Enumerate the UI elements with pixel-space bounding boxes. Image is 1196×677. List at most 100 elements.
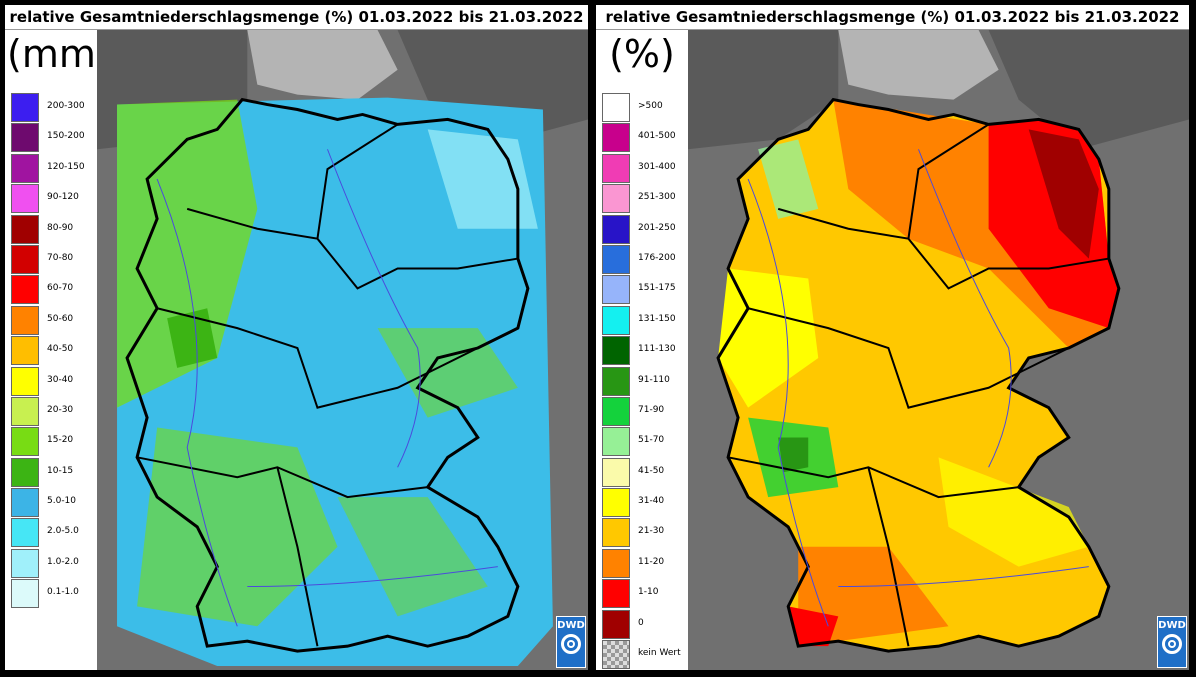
legend-label: 91-110 [638, 374, 670, 385]
state-border [186, 207, 519, 290]
legend-label: 30-40 [47, 374, 74, 385]
dwd-logo-text: DWD [1158, 620, 1186, 631]
precipitation-mm-panel: relative Gesamtniederschlagsmenge (%) 01… [3, 3, 590, 672]
precipitation-percent-panel: relative Gesamtniederschlagsmenge (%) 01… [594, 3, 1191, 672]
state-border [777, 207, 1110, 290]
legend-swatch [11, 336, 39, 366]
legend-label: 0.1-1.0 [47, 587, 79, 598]
state-border [907, 123, 990, 239]
sea-area [988, 30, 1189, 150]
legend-swatch [602, 93, 630, 122]
legend-swatch [602, 244, 630, 274]
legend-label: 0 [638, 617, 644, 628]
percent-field-lightgreen [758, 139, 819, 219]
legend: (mm) 200-300 150-200 120-150 90-120 80-90 70-… [5, 30, 111, 670]
map-germany-precipitation-percent: DWD [688, 30, 1189, 670]
legend-label: 301-400 [638, 161, 676, 172]
legend-label: 21-30 [638, 526, 665, 537]
legend-swatch [602, 275, 630, 305]
legend-swatch [602, 488, 630, 518]
map-svg [688, 30, 1189, 670]
state-border [156, 307, 479, 409]
legend-swatch [602, 336, 630, 366]
legend-swatch [11, 275, 39, 305]
germany-border [125, 97, 530, 653]
legend-swatch [11, 548, 39, 578]
dwd-logo-text: DWD [557, 620, 585, 631]
panel-title: relative Gesamtniederschlagsmenge (%) 01… [5, 5, 588, 30]
state-border [727, 456, 1019, 499]
legend-swatch [602, 579, 630, 609]
legend: (%) >500 401-500 301-400 251-300 201-250 176-… [596, 30, 688, 670]
legend-swatch [602, 548, 630, 578]
river [917, 149, 1012, 468]
legend-label: 5.0-10 [47, 496, 77, 507]
map-germany-precipitation-mm: DWD [97, 30, 588, 670]
legend-label: 11-20 [638, 556, 665, 567]
legend-swatch [11, 244, 39, 274]
legend-swatch [602, 366, 630, 396]
percent-field-darkgreen [778, 437, 809, 473]
legend-swatch [11, 427, 39, 457]
state-border [867, 467, 910, 647]
legend-swatch [11, 214, 39, 244]
germany-border [716, 97, 1121, 653]
legend-swatch [602, 427, 630, 457]
legend-swatch [602, 153, 630, 183]
precip-field-green [137, 427, 338, 627]
percent-field-red [788, 606, 839, 647]
legend-label: 120-150 [47, 161, 85, 172]
legend-label: 176-200 [638, 252, 676, 263]
legend-swatch [11, 93, 39, 122]
percent-field-darkred [1028, 129, 1099, 259]
precip-field-green [337, 497, 488, 617]
legend-swatch [11, 184, 39, 214]
legend-swatch [11, 123, 39, 153]
legend-unit-label: (mm) [7, 32, 111, 76]
dwd-swirl-icon [1162, 634, 1182, 654]
legend-label: 131-150 [638, 313, 676, 324]
denmark-land [247, 30, 398, 100]
legend-label: 20-30 [47, 404, 74, 415]
legend-label: 31-40 [638, 496, 665, 507]
legend-label: kein Wert [638, 648, 681, 659]
river [747, 178, 829, 627]
river [156, 178, 238, 627]
legend-label: 41-50 [638, 465, 665, 476]
legend-label: 50-60 [47, 313, 74, 324]
legend-label: >500 [638, 101, 663, 111]
legend-swatch [602, 640, 630, 670]
legend-swatch [11, 396, 39, 426]
legend-swatch [11, 305, 39, 335]
legend-swatch [11, 457, 39, 487]
legend-label: 90-120 [47, 192, 79, 203]
legend-label: 401-500 [638, 131, 676, 142]
legend-label: 51-70 [638, 435, 665, 446]
percent-field-yellow [718, 268, 819, 408]
state-border [316, 123, 399, 239]
legend-label: 1-10 [638, 587, 659, 598]
legend-label: 60-70 [47, 283, 74, 294]
legend-swatch [11, 366, 39, 396]
legend-label: 70-80 [47, 252, 74, 263]
legend-label: 150-200 [47, 131, 85, 142]
legend-swatch [602, 609, 630, 639]
legend-swatch [602, 184, 630, 214]
legend-swatch [602, 214, 630, 244]
precip-field-lightblue [427, 129, 538, 229]
legend-swatch [602, 396, 630, 426]
panel-title: relative Gesamtniederschlagsmenge (%) 01… [596, 5, 1189, 30]
legend-swatch [602, 457, 630, 487]
legend-swatch [602, 518, 630, 548]
precip-field-darkgreen [167, 308, 218, 368]
sea-area [688, 30, 839, 150]
legend-label: 251-300 [638, 192, 676, 203]
legend-label: 10-15 [47, 465, 74, 476]
dwd-logo: DWD [1157, 616, 1187, 668]
legend-swatch [11, 153, 39, 183]
legend-label: 40-50 [47, 344, 74, 355]
legend-label: 71-90 [638, 404, 665, 415]
legend-label: 2.0-5.0 [47, 526, 79, 537]
legend-swatch [602, 123, 630, 153]
precip-field-green [117, 99, 258, 408]
